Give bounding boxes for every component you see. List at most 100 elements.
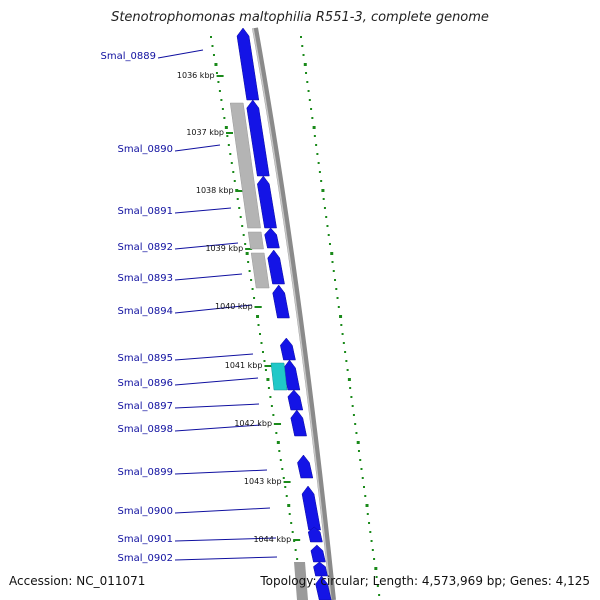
kbp-label: 1038 kbp (195, 186, 234, 195)
leader-line (174, 353, 254, 361)
gc-tick-right (339, 315, 343, 318)
gc-tick-right (370, 540, 373, 542)
gc-tick-right (350, 396, 353, 398)
gc-tick-left (275, 432, 278, 434)
gc-tick-right (302, 54, 305, 56)
gc-tick-right (369, 531, 372, 533)
kbp-label: 1039 kbp (205, 244, 244, 253)
gc-tick-right (354, 423, 357, 425)
gc-tick-left (247, 261, 250, 263)
gc-tick-right (361, 477, 364, 479)
gc-tick-right (300, 36, 302, 38)
gc-tick-left (266, 378, 270, 381)
gene-label-smal-0892[interactable]: Smal_0892 (117, 242, 173, 253)
kbp-tick (283, 481, 291, 483)
cds-feature (267, 249, 285, 285)
gene-label-smal-0898[interactable]: Smal_0898 (117, 424, 173, 435)
gene-label-smal-0901[interactable]: Smal_0901 (117, 534, 173, 545)
gc-tick-right (318, 171, 321, 173)
genome-summary-text: Topology: circular; Length: 4,573,969 bp… (260, 574, 590, 588)
gc-tick-left (284, 486, 287, 488)
kbp-tick (264, 365, 272, 367)
gc-tick-right (355, 432, 358, 434)
kbp-label: 1041 kbp (224, 361, 263, 370)
gc-tick-right (325, 216, 328, 218)
gene-label-smal-0890[interactable]: Smal_0890 (117, 144, 173, 155)
gc-tick-right (311, 117, 314, 119)
gc-tick-right (332, 270, 335, 272)
cds-feature (287, 389, 304, 411)
gc-tick-left (287, 504, 291, 507)
leader-line (174, 304, 253, 314)
cds-feature (315, 575, 332, 600)
gene-label-smal-0902[interactable]: Smal_0902 (117, 553, 173, 564)
gc-tick-left (245, 252, 249, 255)
cds-feature (272, 284, 290, 319)
gc-tick-left (253, 297, 256, 299)
leader-line (174, 424, 262, 432)
gc-tick-left (259, 333, 262, 335)
genome-backbone-highlight (252, 27, 332, 600)
cds-feature (307, 526, 323, 543)
kbp-label: 1042 kbp (234, 419, 273, 428)
gc-tick-right (327, 234, 330, 236)
gc-tick-left (282, 477, 285, 479)
gc-tick-left (223, 117, 226, 119)
gc-tick-left (238, 207, 241, 209)
gc-tick-right (340, 324, 343, 326)
pseudo-feature (250, 252, 270, 289)
gc-tick-right (345, 360, 348, 362)
gene-label-smal-0891[interactable]: Smal_0891 (117, 206, 173, 217)
gc-tick-left (224, 126, 228, 129)
gc-tick-right (330, 252, 334, 255)
gc-tick-left (226, 135, 229, 137)
leader-line (174, 507, 271, 514)
accession-text: Accession: NC_011071 (9, 574, 146, 588)
leader-line (174, 273, 243, 281)
gene-label-smal-0889[interactable]: Smal_0889 (100, 51, 156, 62)
kbp-tick (216, 75, 224, 77)
gc-tick-right (371, 549, 374, 551)
gene-label-smal-0894[interactable]: Smal_0894 (117, 306, 173, 317)
leader-line (174, 537, 277, 542)
gc-tick-left (263, 360, 266, 362)
gc-tick-right (349, 387, 352, 389)
gc-tick-left (215, 72, 218, 74)
cds-feature (246, 99, 270, 177)
gc-tick-left (220, 99, 223, 101)
gc-tick-right (360, 468, 363, 470)
gc-tick-left (244, 243, 247, 245)
gc-tick-right (317, 162, 320, 164)
gc-tick-left (272, 414, 275, 416)
gene-label-smal-0897[interactable]: Smal_0897 (117, 401, 173, 412)
kbp-tick (274, 423, 282, 425)
gc-tick-right (364, 495, 367, 497)
gc-tick-left (214, 63, 218, 66)
gc-tick-right (342, 342, 345, 344)
gc-tick-right (368, 522, 371, 524)
gc-tick-left (291, 531, 294, 533)
gc-tick-right (344, 351, 347, 353)
leader-line (157, 49, 204, 59)
gc-tick-left (211, 45, 214, 47)
gc-tick-right (305, 72, 308, 74)
gc-tick-left (232, 171, 235, 173)
gene-label-smal-0900[interactable]: Smal_0900 (117, 506, 173, 517)
gc-tick-right (326, 225, 329, 227)
leader-line (174, 469, 268, 475)
gc-tick-left (285, 495, 288, 497)
gc-tick-left (233, 180, 236, 182)
gene-label-smal-0896[interactable]: Smal_0896 (117, 378, 173, 389)
kbp-label: 1044 kbp (253, 535, 292, 544)
gene-label-smal-0899[interactable]: Smal_0899 (117, 467, 173, 478)
gene-label-smal-0893[interactable]: Smal_0893 (117, 273, 173, 284)
gc-tick-right (331, 261, 334, 263)
pseudo-feature (247, 231, 264, 250)
gc-tick-right (310, 108, 313, 110)
gene-label-smal-0895[interactable]: Smal_0895 (117, 353, 173, 364)
gc-tick-right (323, 207, 326, 209)
gc-tick-right (328, 243, 331, 245)
cds-feature (297, 454, 314, 479)
cds-feature (236, 27, 260, 101)
